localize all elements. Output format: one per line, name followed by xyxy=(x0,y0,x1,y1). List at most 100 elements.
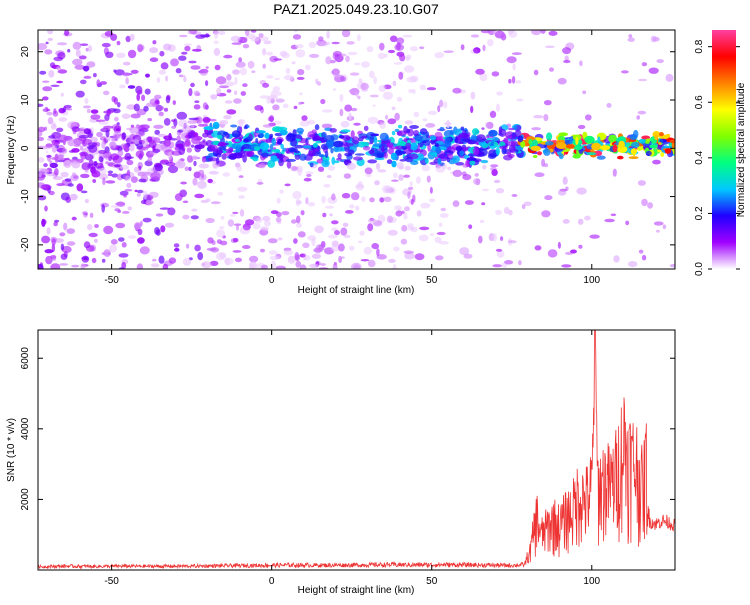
spectrogram-cell xyxy=(647,202,654,209)
spectrogram-cell xyxy=(327,165,336,171)
spectrogram-cell xyxy=(266,51,273,56)
spectrogram-cell xyxy=(482,188,489,192)
spectrogram-cell xyxy=(153,124,164,129)
spectrogram-cell xyxy=(107,170,114,174)
spectrogram-cell xyxy=(459,247,470,256)
spectrogram-cell xyxy=(262,48,267,56)
spectrogram-cell xyxy=(83,105,91,109)
spectrogram-cell xyxy=(152,145,156,151)
spectrogram-cell xyxy=(275,216,282,223)
spectrogram-cell xyxy=(149,47,159,54)
spectrogram-cell xyxy=(455,162,465,166)
spectrogram-cell xyxy=(357,34,361,42)
spectrogram-cell xyxy=(396,51,405,57)
spectrogram-cell xyxy=(103,90,110,96)
spectrogram-cell xyxy=(428,198,436,203)
spectrogram-cell xyxy=(261,264,268,269)
spectrogram-cell xyxy=(75,49,81,57)
spectrogram-cell xyxy=(419,128,428,135)
spectrogram-cell xyxy=(117,149,124,157)
spectrogram-cell xyxy=(295,260,302,268)
spectrogram-cell xyxy=(432,145,436,152)
spectrogram-cell xyxy=(294,144,304,149)
spectrogram-cell xyxy=(137,237,145,244)
spectrogram-cell xyxy=(276,197,281,204)
spectrogram-cell xyxy=(437,157,442,165)
spectrogram-y-label: Frequency (Hz) xyxy=(6,116,17,185)
spectrogram-cell xyxy=(260,152,270,157)
spectrogram-cell xyxy=(219,120,229,125)
spectrogram-cell xyxy=(292,34,302,40)
spectrogram-cell xyxy=(165,95,171,104)
spectrogram-cell xyxy=(167,151,173,160)
spectrogram-cell xyxy=(202,132,209,138)
spectrogram-cell xyxy=(582,90,587,95)
spectrogram-cell xyxy=(495,147,500,156)
spectrogram-cell xyxy=(134,189,138,193)
spectrogram-cell xyxy=(141,171,151,175)
spectrogram-cell xyxy=(160,225,166,233)
spectrogram-cell xyxy=(656,229,660,233)
spectrogram-y-tick-label: 0 xyxy=(20,145,31,151)
spectrogram-cell xyxy=(121,242,127,248)
spectrogram-cell xyxy=(114,97,118,105)
spectrogram-cell xyxy=(322,212,327,218)
spectrogram-cell xyxy=(135,150,145,158)
spectrogram-cell xyxy=(93,161,98,166)
spectrogram-cell xyxy=(255,217,263,224)
spectrogram-cell xyxy=(398,124,403,129)
spectrogram-cell xyxy=(440,207,446,212)
spectrogram-cell xyxy=(72,58,83,66)
spectrogram-cell xyxy=(555,142,567,149)
spectrogram-cell xyxy=(401,225,408,232)
spectrogram-cell xyxy=(396,130,407,136)
spectrogram-cell xyxy=(125,77,129,85)
spectrogram-cell xyxy=(274,77,280,81)
colorbar-tick-label: 0.4 xyxy=(694,150,705,164)
spectrogram-cell xyxy=(229,214,236,217)
spectrogram-cell xyxy=(56,80,63,84)
spectrogram-cell xyxy=(507,30,514,35)
spectrogram-cell xyxy=(39,70,47,75)
spectrogram-cell xyxy=(158,111,164,117)
spectrogram-cell xyxy=(207,157,219,162)
spectrogram-cell xyxy=(393,246,400,252)
spectrogram-cell xyxy=(376,153,384,159)
spectrogram-cell xyxy=(141,138,149,147)
spectrogram-cell xyxy=(307,202,316,207)
spectrogram-cell xyxy=(144,160,153,167)
spectrogram-cell xyxy=(302,145,312,149)
spectrogram-cell xyxy=(395,210,403,217)
spectrogram-cell xyxy=(84,169,89,173)
spectrogram-cell xyxy=(475,68,485,75)
spectrogram-cell xyxy=(90,114,101,120)
spectrogram-cell xyxy=(578,244,583,249)
spectrogram-cell xyxy=(408,88,414,94)
spectrogram-y-tick-label: -10 xyxy=(20,189,31,204)
spectrogram-cell xyxy=(208,144,218,152)
spectrogram-cell xyxy=(294,153,301,160)
spectrogram-cell xyxy=(340,227,348,236)
spectrogram-cell xyxy=(239,209,245,217)
spectrogram-cell xyxy=(258,163,266,169)
spectrogram-cell xyxy=(194,193,205,199)
spectrogram-cell xyxy=(103,125,114,129)
spectrogram-cell xyxy=(227,141,233,148)
spectrogram-cell xyxy=(197,252,204,261)
spectrogram-cell xyxy=(302,242,310,249)
spectrogram-cell xyxy=(182,258,192,266)
spectrogram-cell xyxy=(124,152,132,161)
spectrogram-cell xyxy=(537,151,542,156)
spectrogram-cell xyxy=(192,132,199,138)
spectrogram-cell xyxy=(343,142,354,147)
spectrogram-cell xyxy=(543,114,549,122)
spectrogram-cell xyxy=(163,135,173,141)
spectrogram-cell xyxy=(612,168,617,177)
spectrogram-cell xyxy=(608,134,617,143)
spectrogram-cell xyxy=(259,132,264,138)
spectrogram-cell xyxy=(638,139,647,144)
spectrogram-cell xyxy=(298,102,302,106)
spectrogram-cell xyxy=(38,126,46,132)
spectrogram-cell xyxy=(217,134,223,140)
spectrogram-cell xyxy=(41,235,51,244)
